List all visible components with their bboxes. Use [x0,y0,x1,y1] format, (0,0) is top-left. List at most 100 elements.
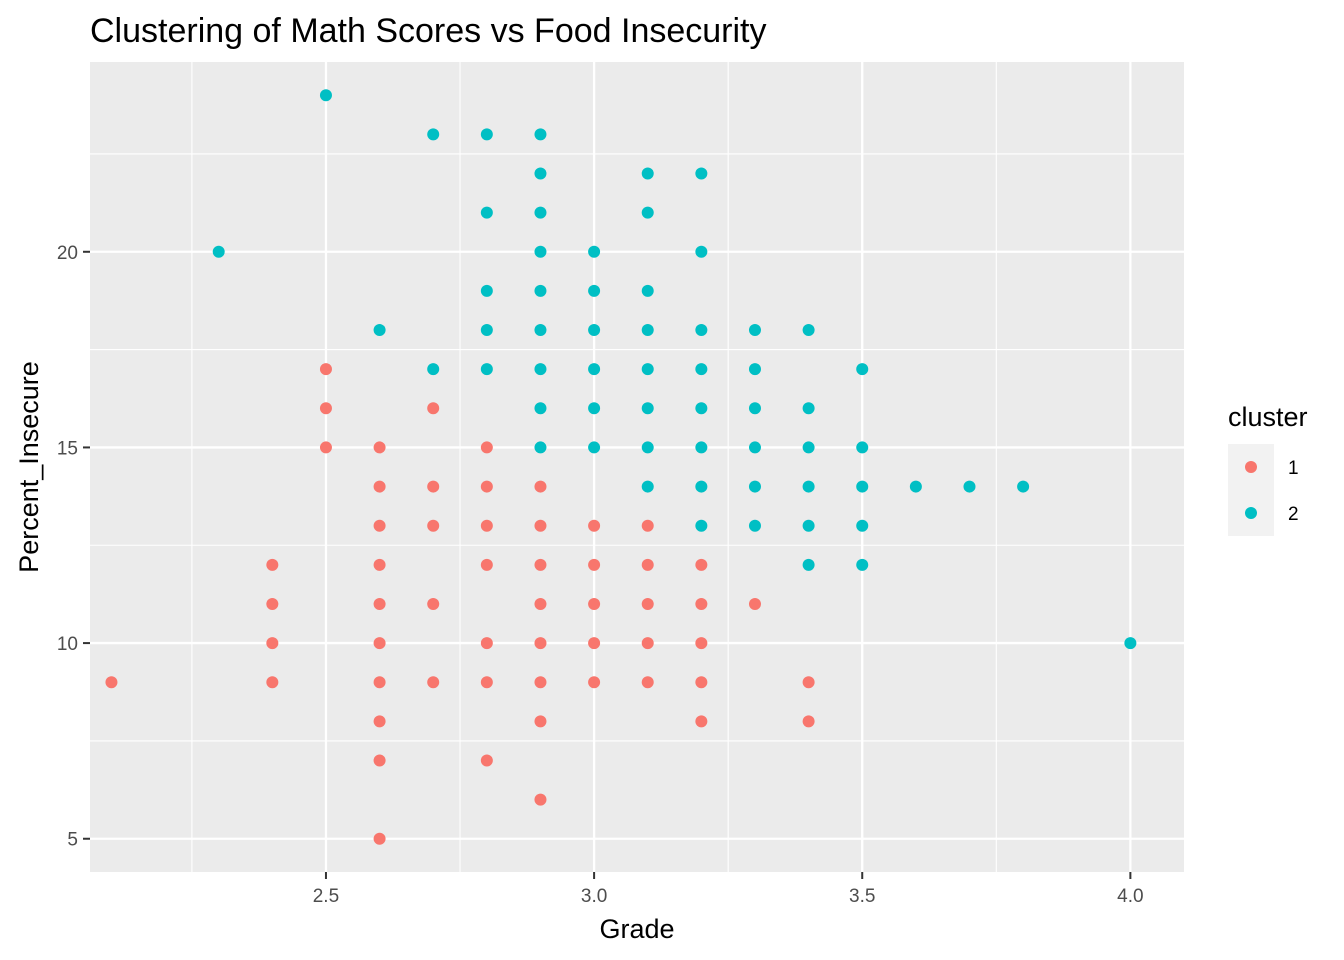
data-point-cluster-1 [480,519,493,532]
data-point-cluster-1 [534,676,547,689]
data-point-cluster-2 [856,519,869,532]
data-point-cluster-2 [748,363,761,376]
data-point-cluster-2 [909,480,922,493]
data-point-cluster-2 [427,363,440,376]
data-point-cluster-1 [427,597,440,610]
axis-ticks: 2.5 3.0 3.5 4.0 5 10 15 20 [57,243,1144,907]
data-point-cluster-1 [480,637,493,650]
data-point-cluster-2 [695,167,708,180]
data-point-cluster-2 [534,128,547,141]
data-point-cluster-1 [480,754,493,767]
data-point-cluster-2 [641,284,654,297]
data-point-cluster-1 [266,558,279,571]
y-tick-label: 15 [57,438,78,459]
data-point-cluster-2 [319,89,332,102]
chart-title: Clustering of Math Scores vs Food Insecu… [90,12,767,50]
data-point-cluster-1 [480,558,493,571]
data-point-cluster-1 [373,558,386,571]
data-point-cluster-1 [373,441,386,454]
data-point-cluster-1 [266,676,279,689]
data-point-cluster-1 [534,558,547,571]
data-point-cluster-2 [534,284,547,297]
y-tick-label: 10 [57,634,78,655]
data-point-cluster-1 [588,676,601,689]
data-point-cluster-1 [748,597,761,610]
data-point-cluster-2 [802,441,815,454]
data-point-cluster-2 [373,324,386,337]
data-point-cluster-2 [748,519,761,532]
data-point-cluster-2 [748,324,761,337]
data-point-cluster-1 [534,597,547,610]
data-point-cluster-2 [588,363,601,376]
data-point-cluster-2 [588,441,601,454]
data-point-cluster-2 [641,324,654,337]
data-point-cluster-2 [695,324,708,337]
data-point-cluster-1 [373,754,386,767]
data-point-cluster-2 [695,245,708,258]
data-point-cluster-2 [534,324,547,337]
data-point-cluster-2 [588,324,601,337]
legend-key-marker [1245,507,1257,519]
data-point-cluster-2 [641,167,654,180]
data-point-cluster-1 [534,519,547,532]
data-point-cluster-2 [748,480,761,493]
data-point-cluster-2 [641,441,654,454]
data-point-cluster-2 [480,128,493,141]
data-point-cluster-2 [427,128,440,141]
data-point-cluster-1 [319,441,332,454]
data-point-cluster-2 [748,402,761,415]
data-point-cluster-2 [534,206,547,219]
data-points [105,89,1137,845]
data-point-cluster-1 [373,832,386,845]
data-point-cluster-1 [373,676,386,689]
data-point-cluster-1 [588,597,601,610]
data-point-cluster-2 [1124,637,1137,650]
data-point-cluster-2 [1017,480,1030,493]
data-point-cluster-1 [480,441,493,454]
data-point-cluster-1 [588,519,601,532]
data-point-cluster-1 [105,676,118,689]
data-point-cluster-2 [641,480,654,493]
minor-gridlines [90,62,1184,872]
data-point-cluster-2 [695,441,708,454]
data-point-cluster-2 [534,363,547,376]
data-point-cluster-1 [427,480,440,493]
data-point-cluster-1 [266,637,279,650]
data-point-cluster-2 [480,206,493,219]
data-point-cluster-1 [427,519,440,532]
x-tick-label: 3.0 [581,886,607,907]
data-point-cluster-2 [695,480,708,493]
legend-keys: 12 [1228,444,1299,536]
data-point-cluster-1 [373,480,386,493]
legend: cluster 12 [1228,402,1308,536]
data-point-cluster-1 [373,637,386,650]
data-point-cluster-2 [695,402,708,415]
data-point-cluster-2 [534,167,547,180]
data-point-cluster-1 [641,597,654,610]
data-point-cluster-1 [641,519,654,532]
data-point-cluster-1 [695,637,708,650]
y-tick-label: 20 [57,243,78,264]
data-point-cluster-2 [588,284,601,297]
data-point-cluster-1 [480,676,493,689]
data-point-cluster-2 [856,480,869,493]
data-point-cluster-2 [802,324,815,337]
data-point-cluster-1 [641,676,654,689]
data-point-cluster-2 [802,558,815,571]
data-point-cluster-1 [802,676,815,689]
data-point-cluster-1 [641,558,654,571]
data-point-cluster-2 [212,245,225,258]
data-point-cluster-1 [427,402,440,415]
data-point-cluster-1 [641,637,654,650]
data-point-cluster-1 [319,402,332,415]
data-point-cluster-2 [856,558,869,571]
data-point-cluster-2 [641,363,654,376]
data-point-cluster-2 [802,480,815,493]
data-point-cluster-2 [856,363,869,376]
data-point-cluster-2 [963,480,976,493]
legend-label: 2 [1288,504,1299,525]
data-point-cluster-1 [534,715,547,728]
x-tick-label: 2.5 [313,886,339,907]
data-point-cluster-1 [373,597,386,610]
